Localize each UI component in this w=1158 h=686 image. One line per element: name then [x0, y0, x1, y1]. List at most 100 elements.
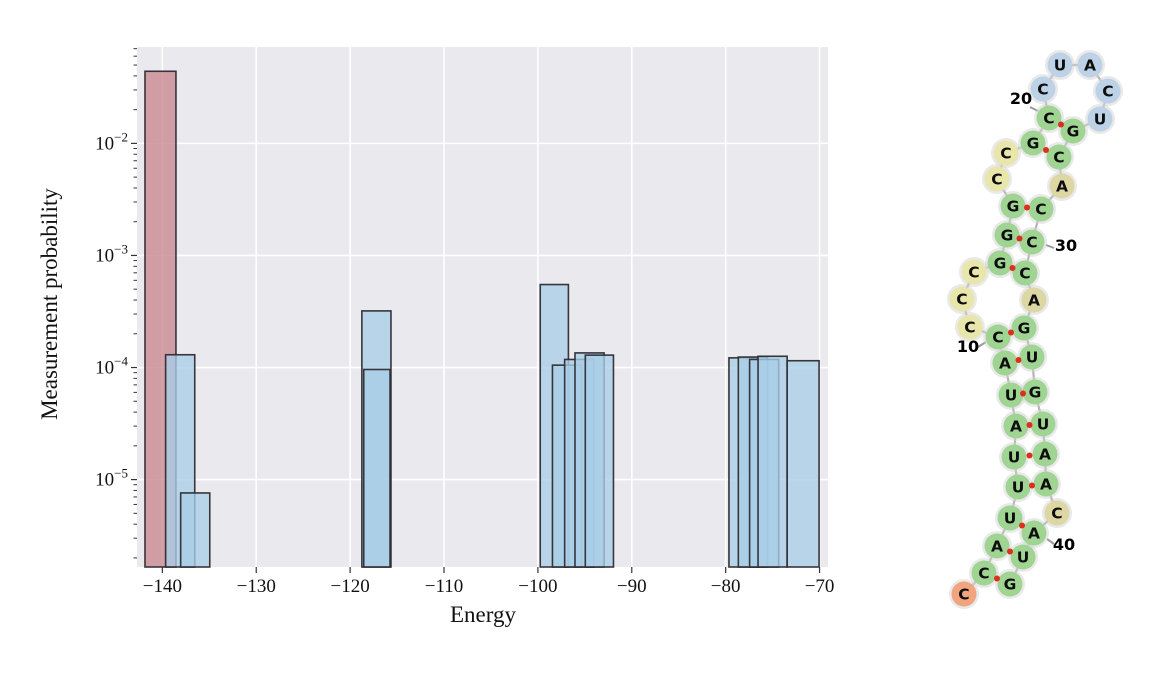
- nucleotide-letter: G: [994, 255, 1007, 273]
- nucleotide-3-A: [984, 533, 1010, 559]
- nucleotide-42-G: [997, 571, 1023, 597]
- nucleotide-8-U: [998, 382, 1024, 408]
- nucleotide-2-C: [971, 560, 997, 586]
- number-leader-line: [1046, 538, 1055, 545]
- nucleotide-letter: U: [1008, 449, 1021, 467]
- nucleotide-14-G: [987, 250, 1013, 276]
- position-label-20: 20: [1010, 89, 1032, 108]
- nucleotide-39-C: [1044, 500, 1070, 526]
- nucleotide-letter: U: [1094, 111, 1107, 129]
- nucleotide-33-G: [1011, 315, 1037, 341]
- nucleotide-26-G: [1060, 118, 1086, 144]
- x-tick-label: −100: [518, 576, 557, 597]
- plot-background: [137, 47, 828, 567]
- nucleotide-15-G: [994, 222, 1020, 248]
- nucleotide-letter: G: [1004, 576, 1017, 594]
- nucleotide-32-A: [1021, 287, 1047, 313]
- y-tick-label: 10−4: [95, 354, 128, 379]
- nucleotide-letter: C: [1000, 145, 1011, 163]
- nucleotide-letter: G: [1029, 384, 1042, 402]
- nucleotide-38-A: [1033, 471, 1059, 497]
- nucleotide-letter: C: [1102, 83, 1113, 101]
- nucleotide-letter: G: [1027, 135, 1040, 153]
- y-tick-label: 10−2: [95, 129, 128, 154]
- y-tick-label: 10−3: [95, 241, 128, 266]
- nucleotide-29-C: [1028, 196, 1054, 222]
- nucleotide-36-U: [1030, 411, 1056, 437]
- nucleotide-16-G: [1000, 193, 1026, 219]
- nucleotide-18-C: [993, 140, 1019, 166]
- nucleotide-letter: C: [1053, 149, 1064, 167]
- nucleotide-letter: C: [968, 264, 979, 282]
- histogram-bar-blue: [757, 355, 788, 568]
- base-pair-dot: [1029, 482, 1035, 489]
- number-leader-line: [1045, 244, 1055, 249]
- nucleotide-letter: C: [964, 319, 975, 337]
- nucleotide-letter: C: [956, 291, 967, 309]
- nucleotide-letter: C: [1037, 81, 1048, 99]
- nucleotide-23-A: [1077, 52, 1103, 78]
- nucleotide-31-C: [1012, 260, 1038, 286]
- nucleotide-letter: A: [999, 355, 1011, 373]
- nucleotide-letter: C: [1026, 234, 1037, 252]
- base-pair-dot: [1007, 548, 1013, 555]
- position-label-30: 30: [1055, 236, 1077, 255]
- y-axis-label: Measurement probability: [37, 188, 62, 420]
- x-tick-label: −110: [425, 576, 464, 597]
- nucleotide-letter: A: [1028, 525, 1040, 543]
- nucleotide-41-U: [1010, 544, 1036, 570]
- nucleotide-letter: C: [992, 329, 1003, 347]
- nucleotide-letter: A: [991, 538, 1003, 556]
- base-pair-dot: [1024, 204, 1030, 211]
- nucleotide-17-C: [984, 166, 1010, 192]
- nucleotide-letter: U: [1017, 549, 1030, 567]
- nucleotide-letter: C: [958, 586, 969, 604]
- nucleotide-28-A: [1049, 173, 1075, 199]
- base-pair-dot: [1008, 329, 1014, 336]
- nucleotide-letter: G: [1007, 198, 1020, 216]
- nucleotide-letter: A: [1028, 292, 1040, 310]
- histogram-bar-blue: [362, 368, 391, 568]
- x-tick-label: −140: [143, 576, 182, 597]
- nucleotide-letter: U: [1012, 479, 1025, 497]
- nucleotide-letter: C: [1035, 201, 1046, 219]
- nucleotide-letter: A: [1056, 178, 1068, 196]
- nucleotide-letter: C: [1019, 265, 1030, 283]
- base-pair-dot: [1019, 522, 1025, 529]
- nucleotide-5-U: [1005, 474, 1031, 500]
- nucleotide-letter: C: [991, 171, 1002, 189]
- x-tick-label: −120: [331, 576, 370, 597]
- nucleotide-letter: C: [1043, 110, 1054, 128]
- nucleotide-letter: U: [1037, 416, 1050, 434]
- nucleotide-6-U: [1001, 444, 1027, 470]
- nucleotide-letter: A: [1039, 446, 1051, 464]
- nucleotide-24-C: [1095, 78, 1121, 104]
- y-tick-label: 10−5: [95, 466, 128, 491]
- nucleotide-letter: U: [1005, 387, 1018, 405]
- histogram-bar-blue: [179, 492, 211, 568]
- nucleotide-letter: G: [1018, 320, 1031, 338]
- nucleotide-letter: A: [1084, 57, 1096, 75]
- nucleotide-letter: G: [1001, 227, 1014, 245]
- nucleotide-letter: C: [978, 565, 989, 583]
- base-pair-dot: [1043, 147, 1049, 153]
- nucleotide-34-U: [1019, 344, 1045, 370]
- nucleotide-letter: U: [1026, 349, 1039, 367]
- position-label-10: 10: [957, 337, 979, 356]
- nucleotide-letter: A: [1010, 418, 1022, 436]
- base-pair-dot: [1026, 452, 1033, 459]
- x-axis-label: Energy: [450, 602, 517, 627]
- nucleotide-20-C: [1036, 105, 1062, 131]
- x-tick-label: −80: [711, 576, 741, 597]
- nucleotide-19-G: [1020, 130, 1046, 156]
- nucleotide-letter: U: [1054, 57, 1067, 75]
- base-pair-dot: [1020, 390, 1026, 397]
- nucleotide-7-A: [1003, 413, 1029, 439]
- x-tick-label: −70: [805, 576, 835, 597]
- base-pair-dot: [1015, 357, 1022, 363]
- base-pair-dot: [1026, 422, 1033, 428]
- nucleotide-13-C: [961, 259, 987, 285]
- energy-histogram: −140 −130 −120 −110 −100 −90 −80 −70 10−2 10−3 10−…: [95, 47, 834, 597]
- nucleotide-letter: C: [1051, 505, 1062, 523]
